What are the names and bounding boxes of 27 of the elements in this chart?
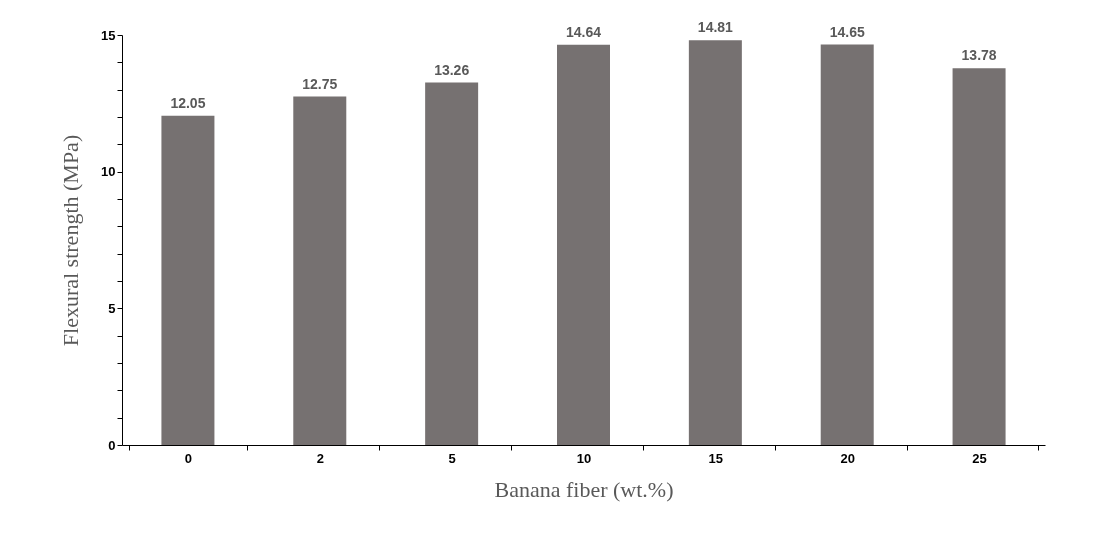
y-axis-title: Flexural strength (MPa): [58, 134, 84, 347]
bar: [425, 82, 479, 445]
x-tick-label: 5: [448, 450, 456, 466]
x-axis-title: Banana fiber (wt.%): [494, 476, 674, 502]
bar: [688, 40, 742, 445]
bar: [952, 68, 1006, 445]
data-label: 14.81: [697, 19, 734, 36]
bar: [161, 115, 215, 445]
data-label: 12.05: [170, 94, 206, 111]
x-tick-label: 10: [576, 450, 592, 466]
y-tick-label: 15: [101, 27, 116, 43]
y-tick-label: 5: [108, 300, 116, 316]
data-label: 12.75: [302, 75, 338, 92]
x-tick-label: 2: [316, 450, 324, 466]
y-tick-label: 10: [101, 164, 116, 180]
bar: [293, 96, 347, 445]
bar: [557, 44, 610, 445]
x-tick-label: 20: [840, 450, 855, 466]
x-tick-label: 15: [708, 450, 724, 466]
x-tick-label: 25: [972, 450, 987, 466]
data-label: 13.26: [434, 61, 470, 78]
data-label: 14.65: [829, 23, 865, 40]
x-tick-label: 0: [184, 450, 193, 466]
bar: [820, 44, 874, 445]
y-tick-label: 0: [108, 437, 116, 453]
data-label: 13.78: [961, 47, 997, 64]
data-label: 14.64: [565, 23, 602, 40]
